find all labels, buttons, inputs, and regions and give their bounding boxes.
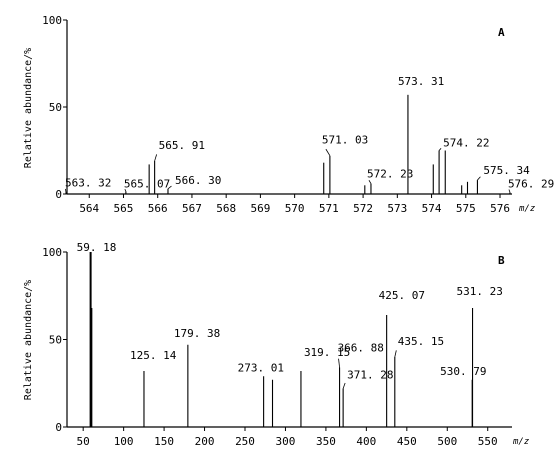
chart-b-x-tick-label: 550	[478, 435, 498, 448]
chart-b-x-tick-label: 500	[437, 435, 457, 448]
chart-a-x-tick-label: 571	[319, 202, 339, 215]
chart-a-x-tick-label: 575	[456, 202, 476, 215]
chart-a-x-tick-label: 567	[182, 202, 202, 215]
chart-a-label-leader	[325, 148, 331, 156]
chart-a-label-leader	[508, 189, 511, 193]
chart-a-x-tick-label: 572	[353, 202, 373, 215]
chart-b-y-tick-label: 0	[55, 421, 62, 434]
chart-b-x-tick-label: 350	[316, 435, 336, 448]
chart-b-xlabel: m/z	[512, 437, 529, 447]
chart-b-peak-label: 319. 15	[304, 346, 350, 359]
chart-b-peak-label: 179. 38	[174, 327, 220, 340]
panel-a-label: A	[498, 26, 505, 39]
chart-a-y-tick-label: 0	[55, 188, 62, 201]
chart-a-peak-label: 566. 30	[175, 174, 221, 187]
chart-a-peak-label: 572. 23	[367, 168, 413, 181]
chart-a-peak-label: 565. 07	[124, 177, 170, 190]
chart-a-peak-label: 573. 31	[398, 75, 444, 88]
chart-b-peak-label: 273. 01	[238, 361, 284, 374]
chart-b-ylabel: Relative abundance/%	[23, 280, 34, 400]
chart-b-peak-label: 371. 28	[347, 369, 393, 382]
chart-a-x-tick-label: 565	[114, 202, 134, 215]
chart-a-peak-label: 575. 34	[483, 164, 530, 177]
chart-a-x-tick-label: 574	[422, 202, 442, 215]
chart-a-x-tick-label: 573	[387, 202, 407, 215]
chart-a-marks: 0 50 100 564 565 566 567 568 569 570 571 572 573 574 5…	[42, 14, 554, 215]
chart-a-x-tick-label: 564	[79, 202, 99, 215]
chart-b-y-tick-label: 100	[42, 246, 62, 259]
chart-a-ylabel: Relative abundance/%	[23, 48, 34, 168]
chart-a-peak-label: 574. 22	[443, 137, 489, 150]
chart-b-x-tick-label: 450	[397, 435, 417, 448]
chart-b-label-leader	[394, 350, 397, 358]
chart-a-y-tick-label: 100	[42, 14, 62, 27]
chart-b-peak-label: 435. 15	[398, 335, 444, 348]
chart-b-x-tick-label: 250	[235, 435, 255, 448]
chart-b-marks: 0 50 100 50 100 150 200 250 300 350 400 450 500 550 59…	[42, 241, 512, 448]
chart-b-peak-label: 59. 18	[77, 241, 117, 254]
chart-b-peak-label: 425. 07	[379, 289, 425, 302]
chart-a-peak-label: 571. 03	[322, 134, 368, 147]
chart-a-peak-label: 565. 91	[159, 139, 205, 152]
chart-a-x-tick-label: 568	[216, 202, 236, 215]
chart-b-y-tick-label: 50	[49, 334, 62, 347]
chart-b-x-tick-label: 100	[114, 435, 134, 448]
chart-b-x-tick-label: 400	[356, 435, 376, 448]
chart-b: B Relative abundance/% m/z 0 50 100 50 100 15…	[23, 241, 529, 448]
chart-a-label-leader	[65, 188, 67, 193]
chart-a-label-leader	[167, 185, 172, 190]
chart-b-peak-label: 531. 23	[457, 285, 503, 298]
chart-a-y-tick-label: 50	[49, 101, 62, 114]
chart-a-label-leader	[438, 148, 442, 151]
chart-b-peak-label: 125. 14	[130, 349, 177, 362]
chart-a-label-leader	[368, 180, 372, 184]
chart-b-x-tick-label: 200	[195, 435, 215, 448]
chart-a-x-tick-label: 576	[490, 202, 510, 215]
chart-a-x-tick-label: 570	[285, 202, 305, 215]
chart-b-peak-label: 530. 79	[440, 365, 486, 378]
chart-b-x-tick-label: 50	[77, 435, 90, 448]
chart-a-label-leader	[124, 189, 127, 192]
chart-a-label-leader	[154, 154, 158, 162]
chart-b-peak-label: 366. 88	[338, 342, 384, 355]
chart-b-x-tick-label: 150	[154, 435, 174, 448]
chart-a-peak-label: 576. 29	[508, 177, 554, 190]
chart-a-xlabel: m/z	[518, 204, 535, 214]
chart-a-x-tick-label: 566	[148, 202, 168, 215]
chart-a-peak-label: 563. 32	[65, 176, 111, 189]
chart-a-x-tick-label: 569	[250, 202, 270, 215]
panel-b-label: B	[498, 254, 505, 267]
chart-b-label-leader	[342, 382, 346, 389]
chart-b-x-tick-label: 300	[276, 435, 296, 448]
chart-b-label-leader	[338, 358, 340, 368]
chart-a-label-leader	[477, 176, 481, 181]
